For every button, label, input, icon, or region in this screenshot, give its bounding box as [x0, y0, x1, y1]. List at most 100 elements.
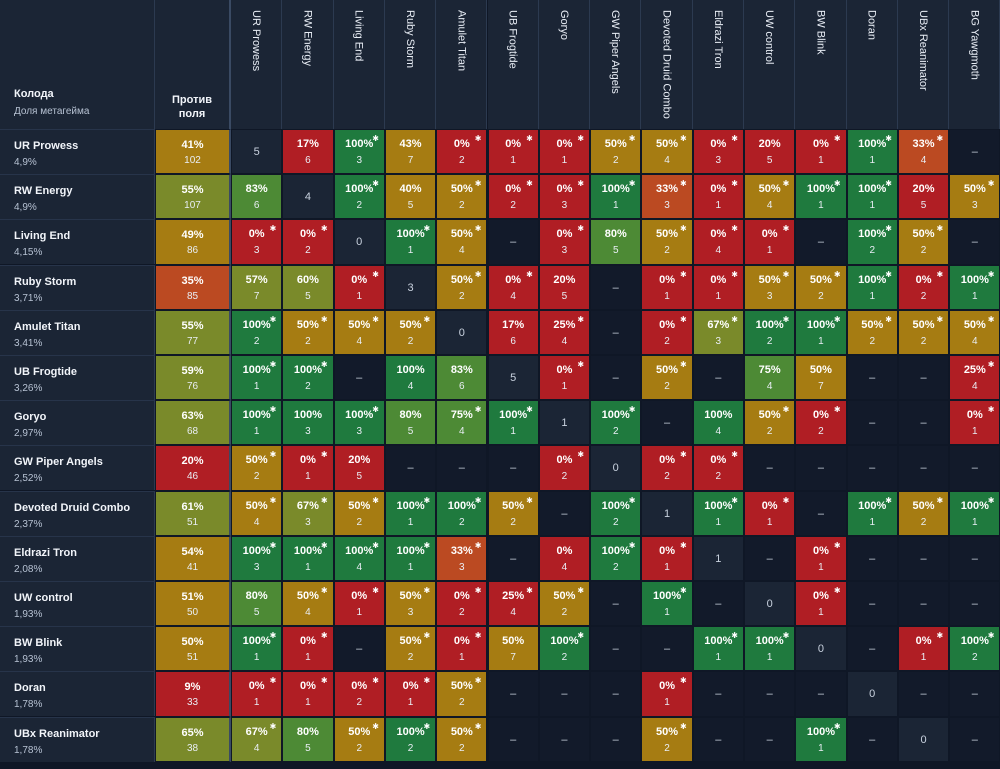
mirror-match-cell[interactable]: 3 [384, 264, 437, 310]
mirror-match-cell[interactable]: 0 [333, 219, 385, 265]
matchup-cell[interactable]: 0% 2 ✱ [436, 129, 488, 175]
column-header[interactable]: UR Prowess [231, 0, 283, 129]
matchup-cell[interactable]: 50% 2 ✱ [846, 309, 898, 355]
row-header[interactable]: BW Blink 1,93% [0, 626, 155, 672]
field-winrate-cell[interactable]: 65% 38 [155, 716, 231, 762]
matchup-cell[interactable]: 33% 4 ✱ [897, 129, 950, 175]
matchup-cell[interactable]: 0% 1 ✱ [641, 535, 693, 581]
matchup-cell[interactable]: 50% 3 ✱ [949, 174, 1000, 220]
matchup-cell[interactable]: 0% 4 ✱ [692, 219, 744, 265]
field-winrate-cell[interactable]: 35% 85 [155, 264, 231, 310]
column-header[interactable]: BW Blink [795, 0, 847, 129]
matchup-cell[interactable]: 0% 1 ✱ [436, 626, 488, 672]
field-winrate-cell[interactable]: 51% 50 [155, 581, 231, 627]
matchup-cell[interactable]: 0% 4 [538, 535, 591, 581]
matchup-cell[interactable]: 100% 2 ✱ [231, 309, 283, 355]
field-winrate-cell[interactable]: 20% 46 [155, 445, 231, 491]
matchup-cell[interactable]: 50% 2 ✱ [231, 445, 283, 491]
matchup-cell[interactable]: 100% 1 ✱ [846, 264, 898, 310]
mirror-match-cell[interactable]: 0 [897, 716, 950, 762]
matchup-cell[interactable]: 50% 2 ✱ [436, 671, 488, 717]
matchup-cell[interactable]: 100% 1 ✱ [384, 535, 437, 581]
mirror-match-cell[interactable]: 4 [282, 174, 334, 220]
matchup-cell[interactable]: 100% 4 ✱ [333, 535, 385, 581]
matchup-cell[interactable]: 50% 2 ✱ [897, 219, 950, 265]
field-winrate-cell[interactable]: 9% 33 [155, 671, 231, 717]
mirror-match-cell[interactable]: 1 [692, 535, 744, 581]
column-header[interactable]: GW Piper Angels [590, 0, 642, 129]
matchup-cell[interactable]: 17% 6 [282, 129, 334, 175]
matchup-cell[interactable]: 50% 2 ✱ [744, 400, 796, 446]
matchup-cell[interactable]: 0% 2 ✱ [641, 445, 693, 491]
matchup-cell[interactable]: 0% 4 ✱ [487, 264, 539, 310]
matchup-cell[interactable]: 0% 1 ✱ [282, 626, 334, 672]
matchup-cell[interactable]: 50% 4 ✱ [333, 309, 385, 355]
matchup-cell[interactable]: 100% 3 ✱ [333, 400, 385, 446]
row-header[interactable]: Goryo 2,97% [0, 400, 155, 446]
matchup-cell[interactable]: 0% 1 ✱ [744, 219, 796, 265]
matchup-cell[interactable]: 20% 5 [744, 129, 796, 175]
field-winrate-cell[interactable]: 41% 102 [155, 129, 231, 175]
matchup-cell[interactable]: 50% 7 [487, 626, 539, 672]
field-winrate-cell[interactable]: 55% 77 [155, 309, 231, 355]
matchup-cell[interactable]: 100% 1 ✱ [282, 535, 334, 581]
column-header[interactable]: Living End [333, 0, 385, 129]
matchup-cell[interactable]: 100% 2 ✱ [590, 535, 642, 581]
matchup-cell[interactable]: 50% 2 ✱ [282, 309, 334, 355]
mirror-match-cell[interactable]: 0 [795, 626, 847, 672]
matchup-cell[interactable]: 100% 1 ✱ [231, 400, 283, 446]
matchup-cell[interactable]: 67% 3 ✱ [282, 490, 334, 536]
field-winrate-cell[interactable]: 61% 51 [155, 490, 231, 536]
matchup-cell[interactable]: 50% 2 ✱ [436, 174, 488, 220]
field-winrate-cell[interactable]: 50% 51 [155, 626, 231, 672]
matchup-cell[interactable]: 57% 7 [231, 264, 283, 310]
matchup-cell[interactable]: 100% 2 ✱ [846, 219, 898, 265]
matchup-cell[interactable]: 100% 1 ✱ [795, 716, 847, 762]
matchup-cell[interactable]: 75% 4 ✱ [436, 400, 488, 446]
column-header[interactable]: UBx Reanimator [897, 0, 950, 129]
matchup-cell[interactable]: 100% 1 ✱ [692, 490, 744, 536]
matchup-cell[interactable]: 0% 2 ✱ [282, 219, 334, 265]
matchup-cell[interactable]: 50% 2 ✱ [641, 355, 693, 401]
column-header[interactable]: BG Yawgmoth [949, 0, 1000, 129]
mirror-match-cell[interactable]: 5 [231, 129, 283, 175]
matchup-cell[interactable]: 0% 3 ✱ [231, 219, 283, 265]
matchup-cell[interactable]: 80% 5 [384, 400, 437, 446]
matchup-cell[interactable]: 25% 4 ✱ [949, 355, 1000, 401]
matchup-cell[interactable]: 75% 4 [744, 355, 796, 401]
matchup-cell[interactable]: 83% 6 [231, 174, 283, 220]
matchup-cell[interactable]: 100% 1 ✱ [487, 400, 539, 446]
matchup-cell[interactable]: 0% 2 ✱ [897, 264, 950, 310]
matchup-cell[interactable]: 50% 4 ✱ [282, 581, 334, 627]
matchup-cell[interactable]: 0% 1 ✱ [333, 581, 385, 627]
matchup-cell[interactable]: 100% 1 ✱ [744, 626, 796, 672]
matchup-cell[interactable]: 20% 5 [538, 264, 591, 310]
matchup-cell[interactable]: 0% 1 ✱ [282, 445, 334, 491]
matchup-cell[interactable]: 50% 2 ✱ [436, 264, 488, 310]
matchup-cell[interactable]: 100% 3 ✱ [231, 535, 283, 581]
matchup-cell[interactable]: 50% 2 ✱ [384, 626, 437, 672]
matchup-cell[interactable]: 50% 7 [795, 355, 847, 401]
mirror-match-cell[interactable]: 1 [538, 400, 591, 446]
column-header[interactable]: UB Frogtide [487, 0, 539, 129]
matchup-cell[interactable]: 0% 3 ✱ [538, 219, 591, 265]
matchup-cell[interactable]: 0% 1 ✱ [744, 490, 796, 536]
matchup-cell[interactable]: 50% 4 ✱ [949, 309, 1000, 355]
field-winrate-cell[interactable]: 59% 76 [155, 355, 231, 401]
matchup-cell[interactable]: 50% 2 ✱ [641, 219, 693, 265]
matchup-cell[interactable]: 0% 1 ✱ [692, 264, 744, 310]
column-header[interactable]: RW Energy [282, 0, 334, 129]
matchup-cell[interactable]: 100% 1 ✱ [795, 309, 847, 355]
matchup-cell[interactable]: 80% 5 [282, 716, 334, 762]
column-header[interactable]: Ruby Storm [384, 0, 437, 129]
matchup-cell[interactable]: 0% 2 ✱ [692, 445, 744, 491]
matchup-cell[interactable]: 50% 2 ✱ [333, 716, 385, 762]
matchup-cell[interactable]: 60% 5 [282, 264, 334, 310]
matchup-cell[interactable]: 20% 5 [897, 174, 950, 220]
matchup-cell[interactable]: 100% 1 ✱ [641, 581, 693, 627]
matchup-cell[interactable]: 25% 4 ✱ [487, 581, 539, 627]
matchup-cell[interactable]: 50% 4 ✱ [744, 174, 796, 220]
row-header[interactable]: UBx Reanimator 1,78% [0, 716, 155, 762]
matchup-cell[interactable]: 100% 4 [384, 355, 437, 401]
matchup-cell[interactable]: 0% 1 ✱ [795, 581, 847, 627]
